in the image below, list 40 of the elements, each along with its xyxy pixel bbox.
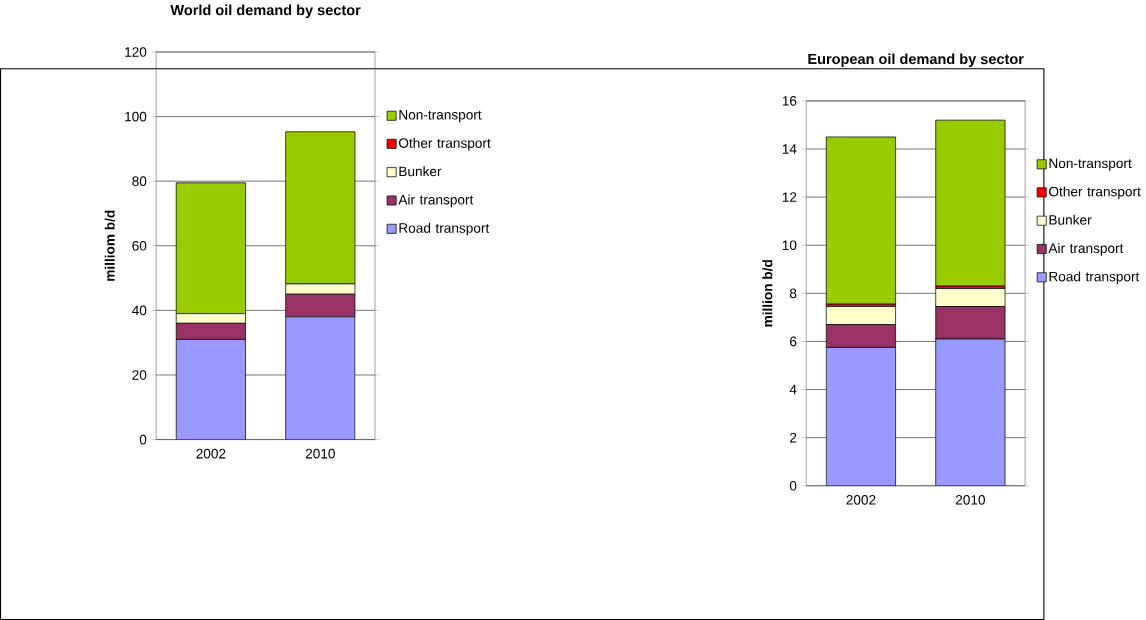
- chart-title: European oil demand by sector: [808, 53, 1024, 67]
- bar: [935, 338, 1006, 486]
- y-tick-label: 16: [782, 96, 797, 106]
- y-tick-label: 2: [790, 432, 797, 443]
- y-tick-label: 6: [790, 336, 797, 347]
- bar: [285, 316, 356, 440]
- legend-label: Non-transport: [1049, 158, 1132, 171]
- legend-label: Road transport: [1049, 271, 1140, 285]
- y-tick-label: 8: [789, 288, 797, 299]
- y-tick-label: 0: [789, 480, 797, 491]
- y-tick-label: 20: [132, 370, 147, 380]
- x-tick-label: 2002: [196, 448, 226, 459]
- y-tick-label: 10: [782, 240, 797, 250]
- y-tick-label: 60: [132, 240, 147, 251]
- x-tick-label: 2010: [305, 448, 335, 459]
- chart-title: World oil demand by sector: [170, 4, 361, 19]
- y-tick-label: 100: [125, 111, 147, 122]
- y-axis-title: million b/d: [762, 260, 773, 327]
- bar: [175, 339, 246, 440]
- y-tick-label: 0: [139, 434, 147, 445]
- y-tick-label: 40: [132, 305, 147, 316]
- legend-label: Bunker: [1049, 214, 1092, 225]
- x-tick-label: 2010: [955, 494, 985, 505]
- x-tick-label: 2002: [846, 494, 876, 505]
- bar: [935, 119, 1006, 287]
- legend-label: Other transport: [399, 137, 491, 151]
- legend-label: Road transport: [399, 222, 490, 236]
- bar: [825, 347, 896, 486]
- legend-label: Bunker: [399, 166, 442, 177]
- y-tick-label: 4: [789, 384, 797, 395]
- y-tick-label: 80: [132, 176, 147, 186]
- legend-label: Non-transport: [399, 110, 482, 123]
- legend-label: Air transport: [398, 194, 474, 208]
- legend-label: Air transport: [1048, 243, 1124, 256]
- y-tick-label: 120: [125, 47, 147, 57]
- y-axis-title: milliom b/d: [104, 210, 115, 281]
- y-tick-label: 12: [782, 192, 797, 202]
- bar: [825, 136, 896, 305]
- y-tick-label: 14: [782, 144, 797, 154]
- legend-label: Other transport: [1049, 186, 1141, 200]
